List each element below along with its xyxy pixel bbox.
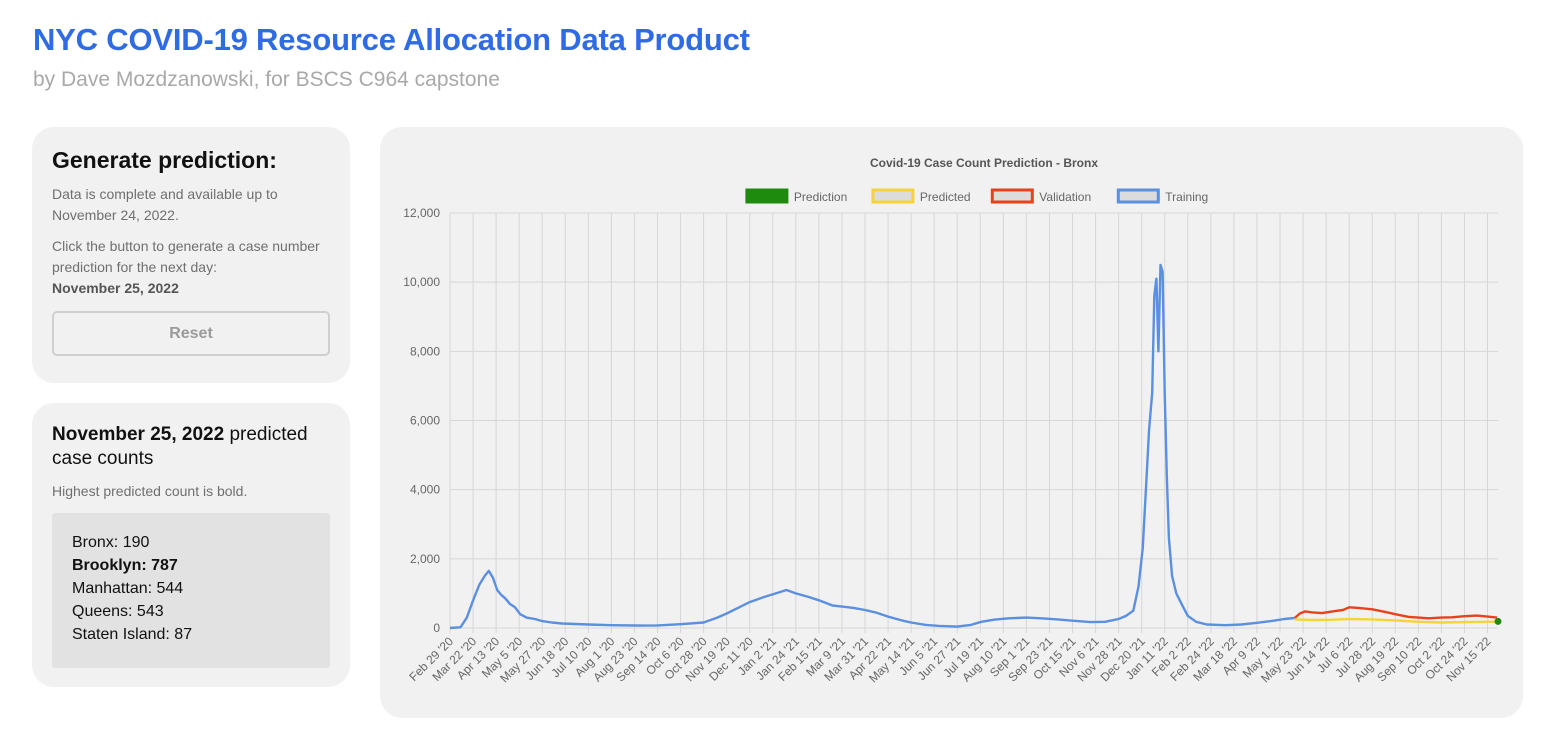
reset-button[interactable]: Reset bbox=[52, 311, 330, 356]
legend-swatch bbox=[990, 188, 1034, 204]
results-note: Highest predicted count is bold. bbox=[52, 483, 248, 499]
series-line-validation bbox=[1293, 606, 1498, 620]
borough-count-item: Manhattan: 544 bbox=[72, 580, 184, 597]
next-day-date: November 25, 2022 bbox=[52, 280, 179, 296]
series-line-predicted bbox=[1294, 617, 1498, 624]
legend-swatch bbox=[871, 188, 915, 204]
results-date: November 25, 2022 bbox=[52, 424, 225, 445]
y-tick-label: 12,000 bbox=[403, 206, 440, 220]
generate-prediction-card: Generate prediction: Data is complete an… bbox=[32, 127, 350, 383]
y-tick-label: 10,000 bbox=[403, 275, 440, 289]
borough-count-item: Bronx: 190 bbox=[72, 534, 150, 551]
legend-label: Validation bbox=[1039, 190, 1091, 204]
results-heading: November 25, 2022 predicted case counts bbox=[52, 423, 330, 471]
y-tick-label: 4,000 bbox=[410, 483, 440, 497]
borough-count-item: Queens: 543 bbox=[72, 603, 164, 620]
prediction-results-card: November 25, 2022 predicted case counts … bbox=[32, 403, 350, 687]
page-title: NYC COVID-19 Resource Allocation Data Pr… bbox=[33, 22, 750, 57]
legend-swatch bbox=[1116, 188, 1160, 204]
legend-label: Prediction bbox=[794, 190, 847, 204]
borough-count-item: Staten Island: 87 bbox=[72, 626, 193, 643]
instruction-label: Click the button to generate a case numb… bbox=[52, 238, 320, 275]
page-subtitle: by Dave Mozdzanowski, for BSCS C964 caps… bbox=[33, 68, 500, 91]
y-tick-label: 6,000 bbox=[410, 414, 440, 428]
chart-card: Covid-19 Case Count Prediction - Bronx Pr… bbox=[380, 127, 1523, 718]
results-heading-suffix: predicted case counts bbox=[52, 424, 308, 469]
legend-label: Training bbox=[1165, 190, 1208, 204]
y-tick-label: 2,000 bbox=[410, 552, 440, 566]
series-line-training bbox=[449, 263, 1295, 630]
prediction-point bbox=[1494, 617, 1502, 625]
y-tick-label: 8,000 bbox=[410, 344, 440, 358]
availability-text: Data is complete and available up to Nov… bbox=[52, 186, 278, 223]
instruction-text: Click the button to generate a case numb… bbox=[52, 236, 330, 299]
case-count-chart: Covid-19 Case Count Prediction - Bronx Pr… bbox=[403, 156, 1502, 685]
borough-count-item: Brooklyn: 787 bbox=[72, 557, 178, 574]
legend-swatch bbox=[745, 188, 789, 204]
borough-counts-list: Bronx: 190 Brooklyn: 787 Manhattan: 544 Que… bbox=[52, 513, 330, 668]
generate-heading: Generate prediction: bbox=[52, 147, 277, 173]
legend-label: Predicted bbox=[920, 190, 971, 204]
y-tick-label: 0 bbox=[433, 621, 440, 635]
chart-title: Covid-19 Case Count Prediction - Bronx bbox=[870, 156, 1098, 170]
